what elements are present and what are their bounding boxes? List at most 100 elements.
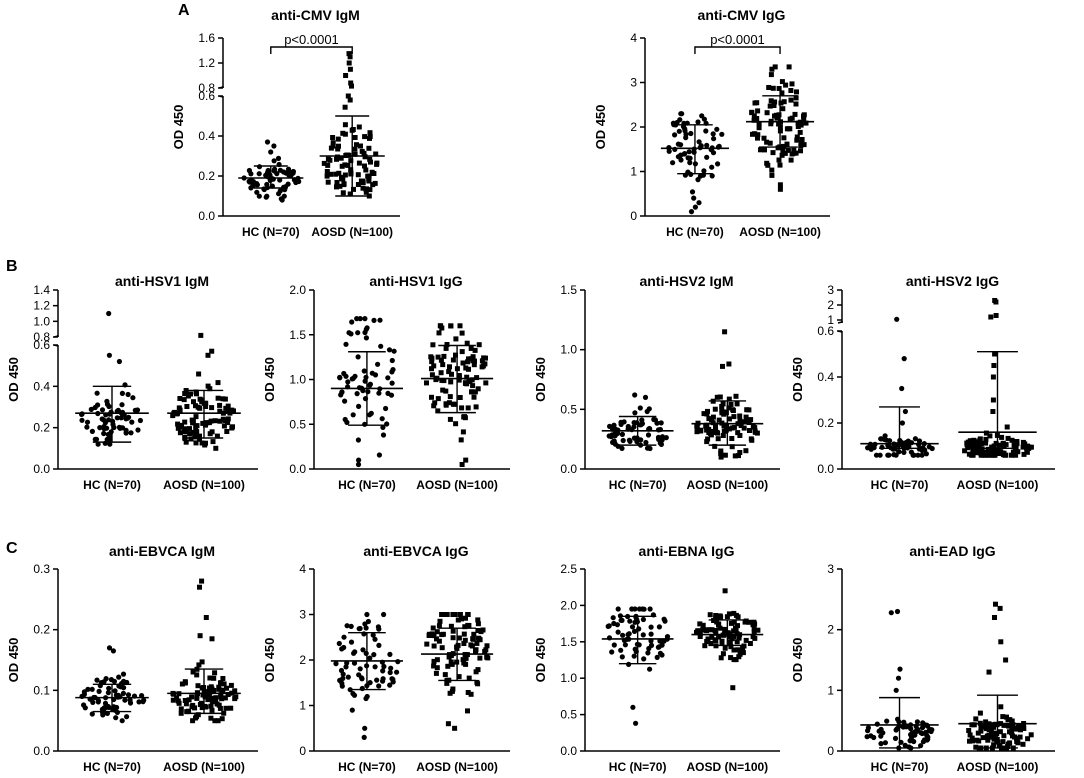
data-point-circle <box>923 451 930 457</box>
data-point-circle <box>687 160 693 166</box>
data-point-square <box>697 621 703 627</box>
data-point-square <box>710 414 716 420</box>
data-point-square <box>978 728 984 734</box>
chart-title: anti-HSV1 IgM <box>115 273 209 289</box>
data-point-circle <box>115 407 121 413</box>
data-point-circle <box>256 193 262 199</box>
data-point-square <box>970 448 976 454</box>
data-point-square <box>463 457 469 463</box>
data-point-square <box>343 73 349 78</box>
data-point-circle <box>350 375 356 381</box>
y-tick-label: 3 <box>827 562 834 576</box>
data-point-square <box>717 625 723 631</box>
x-tick-label: HC (N=70) <box>83 760 141 774</box>
data-point-circle <box>114 704 120 711</box>
data-point-square <box>697 634 703 639</box>
data-point-square <box>730 408 736 413</box>
data-point-square <box>374 161 380 167</box>
data-point-circle <box>114 415 120 421</box>
data-point-square <box>746 420 752 425</box>
y-tick-label: 0.5 <box>289 417 306 431</box>
data-point-square <box>993 299 999 305</box>
data-point-square <box>175 421 181 427</box>
data-point-square <box>186 708 192 714</box>
data-point-circle <box>711 136 717 142</box>
data-point-square <box>449 661 455 667</box>
data-point-square <box>465 359 471 365</box>
data-point-circle <box>371 317 377 323</box>
data-point-circle <box>871 445 877 451</box>
data-point-square <box>462 637 468 643</box>
data-point-circle <box>899 385 905 392</box>
data-point-square <box>182 435 188 440</box>
data-point-square <box>755 627 761 633</box>
data-point-square <box>780 148 786 154</box>
data-point-square <box>170 697 176 703</box>
data-point-square <box>443 388 449 394</box>
y-tick-label: 0.2 <box>198 169 215 183</box>
data-point-square <box>731 647 737 653</box>
data-point-square <box>443 345 449 351</box>
data-point-square <box>213 698 219 703</box>
y-tick-label: 3 <box>299 608 306 622</box>
data-point-circle <box>655 427 662 433</box>
data-point-square <box>1006 723 1012 729</box>
data-point-square <box>779 90 785 96</box>
data-point-square <box>372 180 378 186</box>
data-point-circle <box>125 692 132 698</box>
data-point-square <box>1005 741 1011 747</box>
data-point-square <box>446 369 452 375</box>
data-point-square <box>734 401 740 407</box>
data-point-square <box>709 627 715 633</box>
data-point-circle <box>360 647 366 653</box>
data-point-square <box>791 147 797 153</box>
data-point-square <box>361 150 367 156</box>
data-point-circle <box>678 142 684 148</box>
data-point-circle <box>343 664 349 670</box>
data-point-square <box>190 429 196 435</box>
data-point-circle <box>364 693 370 700</box>
data-point-square <box>449 371 454 377</box>
x-tick-label: AOSD (N=100) <box>163 478 245 492</box>
data-point-square <box>183 439 189 445</box>
data-point-circle <box>355 330 361 336</box>
data-point-square <box>479 358 485 364</box>
chart-hsv1-igg: anti-HSV1 IgG OD 450 0.0 0.5 1.0 1.5 2.0 HC (N=… <box>262 273 510 492</box>
data-point-circle <box>127 697 133 703</box>
data-point-circle <box>104 398 110 404</box>
data-point-square <box>793 101 799 107</box>
data-point-square <box>348 171 354 177</box>
data-point-circle <box>272 166 278 172</box>
data-point-square <box>714 394 720 400</box>
data-point-square <box>713 613 719 618</box>
y-tick-label: 0.5 <box>560 708 577 722</box>
data-point-circle <box>379 416 385 422</box>
data-point-square <box>1017 723 1022 729</box>
data-point-circle <box>123 416 129 422</box>
data-point-square <box>729 444 735 450</box>
data-point-circle <box>360 388 366 394</box>
y-tick-label: 4 <box>299 562 306 576</box>
data-point-square <box>795 124 801 129</box>
data-point-square <box>1005 435 1011 441</box>
data-point-square <box>345 162 351 168</box>
data-point-square <box>768 72 774 78</box>
data-point-square <box>1010 449 1016 455</box>
data-point-square <box>220 687 226 693</box>
data-point-square <box>348 167 354 173</box>
data-point-square <box>193 414 199 420</box>
data-point-circle <box>657 638 663 644</box>
data-point-square <box>970 738 976 744</box>
data-point-circle <box>95 698 101 704</box>
data-point-square <box>224 685 229 691</box>
chart-ebvca-igm: anti-EBVCA IgM OD 450 0.0 0.1 0.2 0.3 HC (N=70… <box>6 543 258 774</box>
data-point-circle <box>888 610 894 616</box>
data-point-square <box>373 151 379 157</box>
x-tick-label: HC (N=70) <box>871 760 929 774</box>
data-point-circle <box>106 310 112 317</box>
y-tick-label: 0.0 <box>560 744 577 758</box>
data-point-circle <box>699 113 705 119</box>
data-point-circle <box>107 441 113 447</box>
data-point-square <box>228 682 234 688</box>
data-point-circle <box>659 652 665 658</box>
